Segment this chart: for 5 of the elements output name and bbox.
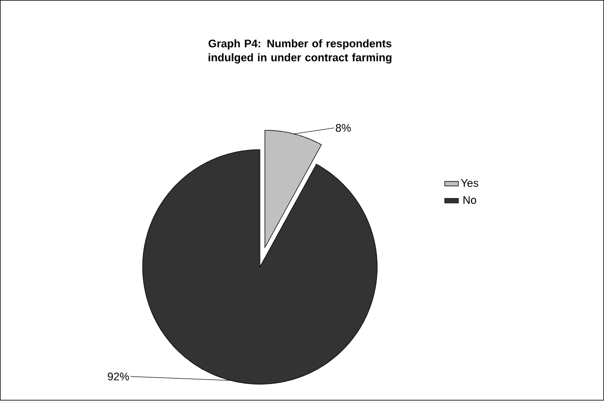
data-label: 92% (108, 372, 129, 381)
data-label: 8% (336, 124, 351, 132)
legend-label: Yes (460, 179, 478, 188)
legend-label: No (464, 196, 476, 204)
chart-title: Graph P4: Number of respondents indulged in under contract farming (208, 40, 392, 64)
